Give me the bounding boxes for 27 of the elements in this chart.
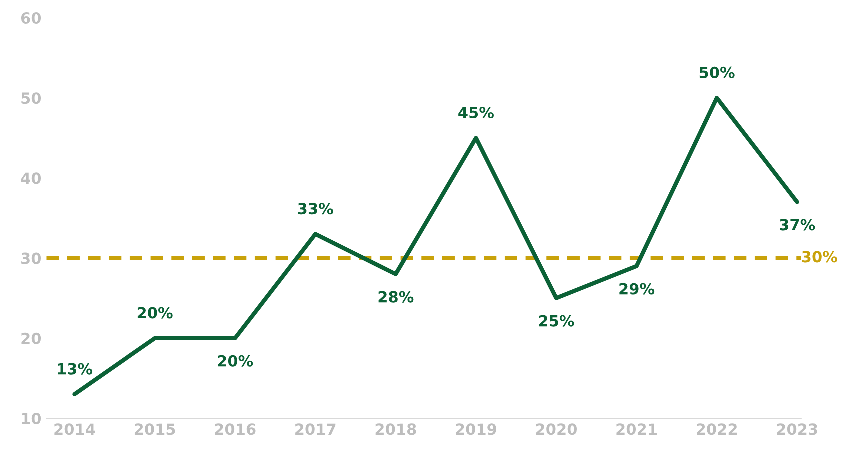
ref-line-label: 30% bbox=[802, 251, 838, 263]
y-tick-label: 30 bbox=[22, 252, 42, 264]
data-label: 13% bbox=[58, 363, 93, 375]
data-label: 45% bbox=[458, 106, 494, 119]
x-tick-label: 2023 bbox=[777, 424, 818, 436]
data-label: 29% bbox=[620, 283, 655, 295]
data-label: 25% bbox=[539, 315, 574, 327]
data-label: 20% bbox=[218, 355, 254, 367]
y-tick-label: 10 bbox=[22, 412, 42, 425]
x-tick-label: 2019 bbox=[456, 424, 496, 436]
y-tick-label: 20 bbox=[22, 332, 42, 344]
x-tick-label: 2018 bbox=[376, 424, 416, 436]
x-tick-label: 2014 bbox=[54, 424, 96, 436]
y-tick-label: 40 bbox=[21, 172, 42, 184]
x-tick-label: 2021 bbox=[616, 424, 657, 436]
data-label: 28% bbox=[378, 291, 414, 303]
y-tick-label: 50 bbox=[22, 92, 42, 104]
x-tick-label: 2016 bbox=[215, 424, 256, 436]
x-tick-label: 2020 bbox=[536, 424, 578, 436]
x-tick-label: 2022 bbox=[697, 424, 737, 436]
data-label: 50% bbox=[700, 66, 735, 78]
data-label: 33% bbox=[298, 203, 334, 215]
data-label: 20% bbox=[138, 307, 173, 319]
x-tick-label: 2017 bbox=[296, 424, 336, 436]
x-tick-label: 2015 bbox=[134, 424, 176, 436]
y-tick-label: 60 bbox=[21, 12, 42, 24]
data-label: 37% bbox=[780, 219, 816, 231]
